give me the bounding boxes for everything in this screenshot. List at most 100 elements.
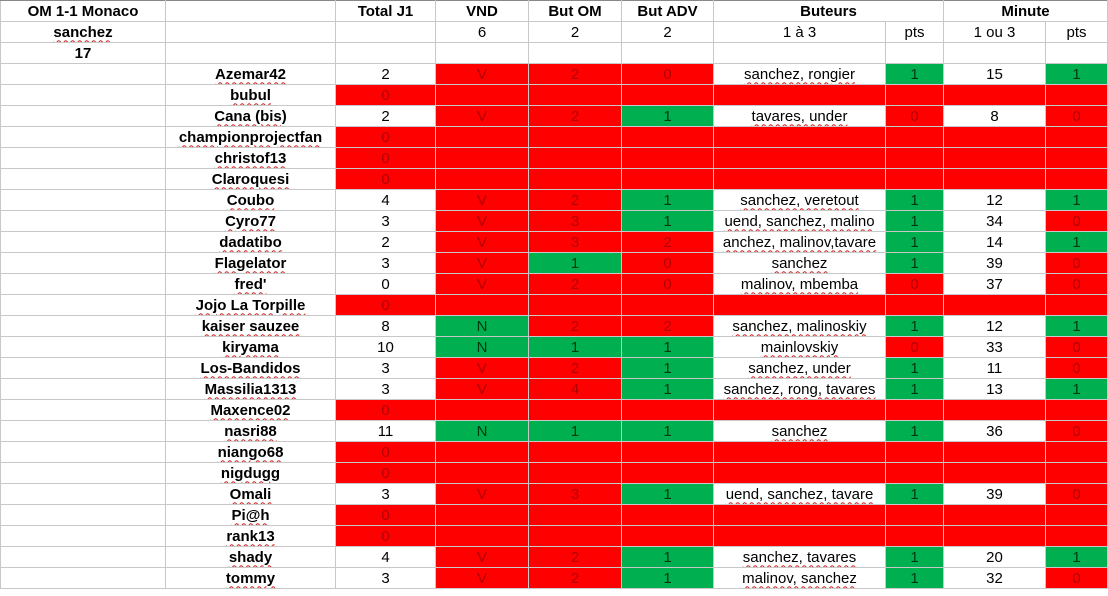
blank-cell[interactable] xyxy=(0,462,166,484)
header-but-om[interactable]: But OM xyxy=(528,0,622,22)
minute-cell[interactable] xyxy=(943,525,1046,547)
vnd-cell[interactable] xyxy=(435,462,529,484)
buteurs-cell[interactable]: tavares, under xyxy=(713,105,886,127)
total-cell[interactable]: 10 xyxy=(335,336,436,358)
player-name[interactable]: Cyro77 xyxy=(165,210,336,232)
but-adv-cell[interactable] xyxy=(621,168,714,190)
minute-cell[interactable] xyxy=(943,84,1046,106)
vnd-cell[interactable]: N xyxy=(435,336,529,358)
buteurs-cell[interactable]: malinov, sanchez xyxy=(713,567,886,589)
blank-cell[interactable] xyxy=(0,273,166,295)
minute-pts-cell[interactable]: 0 xyxy=(1045,252,1108,274)
minute-pts-cell[interactable]: 0 xyxy=(1045,210,1108,232)
blank-cell[interactable] xyxy=(0,168,166,190)
player-name[interactable]: Flagelator xyxy=(165,252,336,274)
but-om-cell[interactable]: 1 xyxy=(528,252,622,274)
minute-pts-cell[interactable]: 1 xyxy=(1045,546,1108,568)
player-name[interactable]: bubul xyxy=(165,84,336,106)
minute-pts-cell[interactable] xyxy=(1045,441,1108,463)
minute-cell[interactable] xyxy=(943,168,1046,190)
buteurs-pts-cell[interactable]: 1 xyxy=(885,357,944,379)
total-cell[interactable]: 3 xyxy=(335,357,436,379)
vnd-cell[interactable] xyxy=(435,168,529,190)
blank-cell[interactable] xyxy=(0,357,166,379)
player-name[interactable]: Massilia1313 xyxy=(165,378,336,400)
but-adv-cell[interactable]: 0 xyxy=(621,252,714,274)
buteurs-cell[interactable]: uend, sanchez, tavare xyxy=(713,483,886,505)
vnd-cell[interactable]: V xyxy=(435,105,529,127)
but-om-cell[interactable]: 1 xyxy=(528,336,622,358)
player-name[interactable]: niango68 xyxy=(165,441,336,463)
but-om-cell[interactable]: 2 xyxy=(528,546,622,568)
minute-cell[interactable]: 32 xyxy=(943,567,1046,589)
blank-cell[interactable] xyxy=(0,189,166,211)
vnd-cell[interactable]: V xyxy=(435,567,529,589)
minute-cell[interactable]: 33 xyxy=(943,336,1046,358)
minute-pts-cell[interactable] xyxy=(1045,525,1108,547)
minute-pts-cell[interactable]: 1 xyxy=(1045,231,1108,253)
blank-cell[interactable] xyxy=(0,105,166,127)
blank-cell[interactable] xyxy=(0,210,166,232)
total-cell[interactable]: 3 xyxy=(335,252,436,274)
buteurs-cell[interactable]: mainlovskiy xyxy=(713,336,886,358)
minute-cell[interactable]: 39 xyxy=(943,252,1046,274)
but-om-cell[interactable] xyxy=(528,294,622,316)
blank-cell[interactable] xyxy=(528,42,622,64)
but-adv-cell[interactable]: 2 xyxy=(621,315,714,337)
vnd-cell[interactable]: V xyxy=(435,231,529,253)
buteurs-cell[interactable] xyxy=(713,294,886,316)
blank-cell[interactable] xyxy=(0,231,166,253)
buteurs-pts-cell[interactable] xyxy=(885,462,944,484)
vnd-cell[interactable] xyxy=(435,504,529,526)
but-om-cell[interactable]: 2 xyxy=(528,63,622,85)
blank-cell[interactable] xyxy=(0,546,166,568)
buteurs-cell[interactable]: sanchez, rongier xyxy=(713,63,886,85)
minute-cell[interactable]: 12 xyxy=(943,189,1046,211)
total-cell[interactable]: 0 xyxy=(335,399,436,421)
buteurs-pts-cell[interactable] xyxy=(885,84,944,106)
but-adv-cell[interactable]: 1 xyxy=(621,546,714,568)
sub-buteurs-pts[interactable]: pts xyxy=(885,21,944,43)
but-adv-cell[interactable]: 2 xyxy=(621,231,714,253)
total-cell[interactable]: 3 xyxy=(335,483,436,505)
buteurs-cell[interactable]: sanchez, under xyxy=(713,357,886,379)
minute-cell[interactable]: 11 xyxy=(943,357,1046,379)
but-adv-cell[interactable] xyxy=(621,294,714,316)
but-adv-cell[interactable]: 1 xyxy=(621,378,714,400)
buteurs-cell[interactable]: sanchez, veretout xyxy=(713,189,886,211)
but-adv-cell[interactable]: 1 xyxy=(621,567,714,589)
buteurs-cell[interactable]: sanchez xyxy=(713,252,886,274)
but-om-cell[interactable] xyxy=(528,126,622,148)
sub-but-om[interactable]: 2 xyxy=(528,21,622,43)
blank-cell[interactable] xyxy=(165,0,336,22)
minute-pts-cell[interactable] xyxy=(1045,504,1108,526)
buteurs-pts-cell[interactable]: 1 xyxy=(885,483,944,505)
but-om-cell[interactable] xyxy=(528,462,622,484)
buteurs-pts-cell[interactable]: 1 xyxy=(885,63,944,85)
buteurs-pts-cell[interactable]: 1 xyxy=(885,210,944,232)
player-name[interactable]: Claroquesi xyxy=(165,168,336,190)
minute-cell[interactable] xyxy=(943,399,1046,421)
vnd-cell[interactable]: V xyxy=(435,357,529,379)
but-adv-cell[interactable]: 1 xyxy=(621,357,714,379)
header-but-adv[interactable]: But ADV xyxy=(621,0,714,22)
but-adv-cell[interactable]: 1 xyxy=(621,420,714,442)
blank-cell[interactable] xyxy=(943,42,1046,64)
minute-cell[interactable] xyxy=(943,294,1046,316)
blank-cell[interactable] xyxy=(0,294,166,316)
minute-cell[interactable] xyxy=(943,126,1046,148)
but-om-cell[interactable] xyxy=(528,441,622,463)
buteurs-pts-cell[interactable] xyxy=(885,126,944,148)
sub-buteurs[interactable]: 1 à 3 xyxy=(713,21,886,43)
buteurs-pts-cell[interactable]: 1 xyxy=(885,231,944,253)
minute-pts-cell[interactable] xyxy=(1045,126,1108,148)
player-name[interactable]: championprojectfan xyxy=(165,126,336,148)
sub-minute-pts[interactable]: pts xyxy=(1045,21,1108,43)
blank-cell[interactable] xyxy=(0,336,166,358)
buteurs-cell[interactable]: anchez, malinov,tavare xyxy=(713,231,886,253)
minute-pts-cell[interactable]: 0 xyxy=(1045,336,1108,358)
but-om-cell[interactable]: 3 xyxy=(528,483,622,505)
header-total[interactable]: Total J1 xyxy=(335,0,436,22)
minute-pts-cell[interactable]: 0 xyxy=(1045,483,1108,505)
vnd-cell[interactable]: V xyxy=(435,378,529,400)
